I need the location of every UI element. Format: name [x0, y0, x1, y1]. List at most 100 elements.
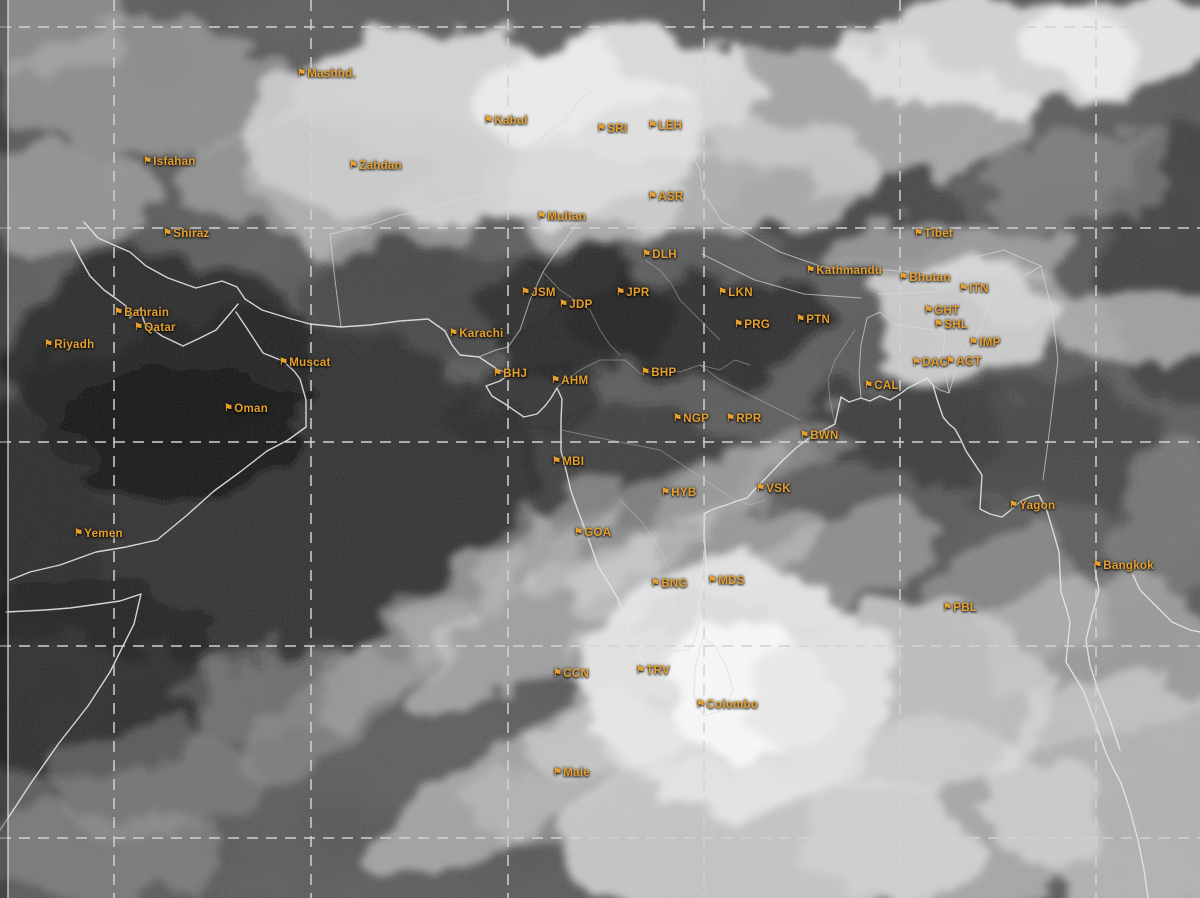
city-marker-flag-icon: ⚑ [44, 339, 54, 350]
coastline-iran-india-myanmar [83, 221, 1149, 898]
city-label-text: DLH [652, 249, 677, 261]
city-marker-flag-icon: ⚑ [912, 357, 922, 368]
city-marker-flag-icon: ⚑ [74, 528, 84, 539]
city-label-mds: ⚑ MDS [708, 575, 745, 587]
city-label-text: LEH [658, 120, 683, 132]
image-frame [0, 0, 9, 898]
city-marker-flag-icon: ⚑ [224, 403, 234, 414]
city-label-text: PTN [806, 314, 831, 326]
city-label-text: NGP [683, 413, 710, 425]
city-label-text: BHJ [503, 368, 528, 380]
city-marker-flag-icon: ⚑ [636, 665, 646, 676]
city-label-text: HYB [671, 487, 697, 499]
city-marker-flag-icon: ⚑ [959, 283, 969, 294]
city-label-shl: ⚑ SHL [934, 319, 968, 331]
city-label-text: Kathmandu [816, 265, 883, 277]
border-pak-iran-afghan [329, 88, 595, 328]
city-marker-flag-icon: ⚑ [597, 123, 607, 134]
city-label-text: Yagon [1019, 500, 1056, 512]
city-label-text: DAC [922, 357, 949, 369]
coastline-layer [0, 221, 1200, 898]
city-marker-flag-icon: ⚑ [114, 307, 124, 318]
city-label-dac: ⚑ DAC [912, 357, 948, 369]
border-himalaya-north [672, 122, 1042, 275]
city-label-mbi: ⚑ MBI [552, 456, 584, 468]
city-label-text: BHP [651, 367, 677, 379]
city-label-lkn: ⚑ LKN [718, 287, 753, 299]
city-label-text: BNG [661, 578, 688, 590]
city-label-text: CCN [563, 668, 590, 680]
city-label-text: Male [563, 767, 591, 779]
city-marker-flag-icon: ⚑ [163, 228, 173, 239]
city-label-jdp: ⚑ JDP [559, 299, 593, 311]
city-marker-flag-icon: ⚑ [537, 211, 547, 222]
city-label-bng: ⚑ BNG [651, 578, 688, 590]
city-label-text: Bhutan [909, 272, 951, 284]
city-label-yemen: ⚑ Yemen [74, 528, 123, 540]
city-marker-flag-icon: ⚑ [553, 767, 563, 778]
city-marker-flag-icon: ⚑ [551, 375, 561, 386]
city-label-bhp: ⚑ BHP [641, 367, 676, 379]
city-label-jsm: ⚑ JSM [521, 287, 556, 299]
city-marker-flag-icon: ⚑ [756, 483, 766, 494]
city-marker-flag-icon: ⚑ [297, 68, 307, 79]
city-label-kathmandu: ⚑ Kathmandu [806, 265, 882, 277]
city-label-text: Muscat [289, 357, 331, 369]
city-label-isfahan: ⚑ Isfahan [143, 156, 196, 168]
city-label-riyadh: ⚑ Riyadh [44, 339, 94, 351]
city-label-agt: ⚑ AGT [946, 356, 981, 368]
city-label-text: PRG [744, 319, 771, 331]
city-label-text: ITN [969, 283, 989, 295]
city-marker-flag-icon: ⚑ [969, 337, 979, 348]
city-marker-flag-icon: ⚑ [642, 249, 652, 260]
city-label-text: JSM [531, 287, 556, 299]
city-label-text: Colombo [706, 699, 759, 711]
city-label-tibet: ⚑ Tibet [914, 228, 953, 240]
city-marker-flag-icon: ⚑ [648, 120, 658, 131]
coastline-sri-lanka [693, 636, 734, 717]
city-label-text: TRV [646, 665, 670, 677]
city-marker-flag-icon: ⚑ [864, 380, 874, 391]
city-label-ptn: ⚑ PTN [796, 314, 830, 326]
city-label-text: BWN [810, 430, 839, 442]
city-marker-flag-icon: ⚑ [696, 699, 706, 710]
city-label-text: Bahrain [124, 307, 170, 319]
city-label-hyb: ⚑ HYB [661, 487, 696, 499]
city-marker-flag-icon: ⚑ [734, 319, 744, 330]
city-marker-flag-icon: ⚑ [559, 299, 569, 310]
city-marker-flag-icon: ⚑ [673, 413, 683, 424]
city-label-karachi: ⚑ Karachi [449, 328, 504, 340]
city-label-colombo: ⚑ Colombo [696, 699, 758, 711]
city-marker-flag-icon: ⚑ [1093, 560, 1103, 571]
city-label-ngp: ⚑ NGP [673, 413, 709, 425]
city-marker-flag-icon: ⚑ [899, 272, 909, 283]
city-label-text: SHL [944, 319, 969, 331]
city-label-text: MBI [562, 456, 585, 468]
city-label-text: Mashhd. [307, 68, 357, 80]
city-marker-flag-icon: ⚑ [279, 357, 289, 368]
city-label-text: JDP [569, 299, 593, 311]
city-marker-flag-icon: ⚑ [806, 265, 816, 276]
city-label-qatar: ⚑ Qatar [134, 322, 176, 334]
border-layer [329, 88, 1059, 481]
city-marker-flag-icon: ⚑ [661, 487, 671, 498]
city-label-goa: ⚑ GOA [574, 527, 611, 539]
city-label-muscat: ⚑ Muscat [279, 357, 331, 369]
city-label-text: GOA [584, 527, 612, 539]
city-label-kabul: ⚑ Kabul [484, 115, 528, 127]
city-label-ght: ⚑ GHT [924, 305, 959, 317]
city-label-bahrain: ⚑ Bahrain [114, 307, 169, 319]
city-label-text: Multan [547, 211, 587, 223]
city-label-bhutan: ⚑ Bhutan [899, 272, 951, 284]
city-label-text: Tibet [924, 228, 954, 240]
border-bhutan-south [877, 291, 940, 295]
city-label-rpr: ⚑ RPR [726, 413, 761, 425]
city-marker-flag-icon: ⚑ [134, 322, 144, 333]
city-label-text: JPR [626, 287, 650, 299]
city-marker-flag-icon: ⚑ [484, 115, 494, 126]
city-marker-flag-icon: ⚑ [521, 287, 531, 298]
city-marker-flag-icon: ⚑ [924, 305, 934, 316]
city-label-text: Oman [234, 403, 269, 415]
city-label-text: GHT [934, 305, 960, 317]
